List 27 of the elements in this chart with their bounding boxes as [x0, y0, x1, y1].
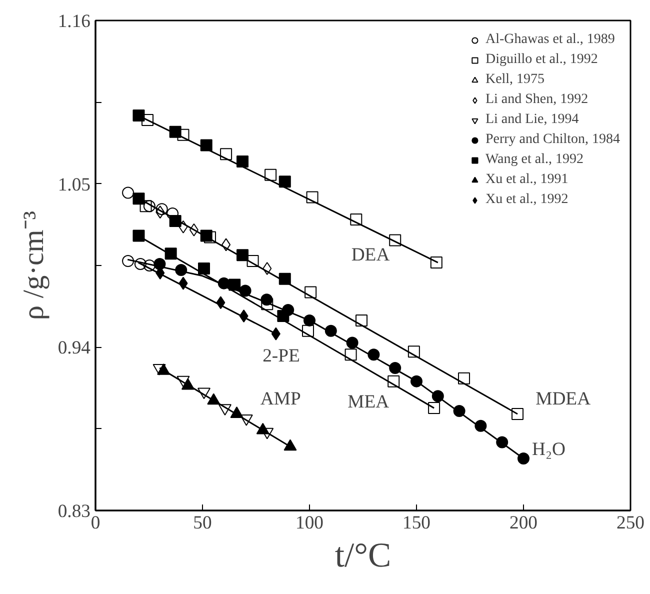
annotation: MEA [348, 392, 390, 413]
annotation: DEA [351, 244, 390, 266]
x-axis-title: t/°C [334, 536, 392, 574]
annotation: H₂O [532, 439, 566, 460]
legend-label: Xu et al., 1991 [485, 172, 568, 188]
y-axis-title: ρ /g·cm⁻³ [18, 210, 50, 320]
x-tick-label: 0 [90, 512, 100, 534]
legend-label: Li and Shen, 1992 [485, 92, 588, 108]
x-tick-label: 100 [296, 512, 324, 534]
y-tick-label: 1.05 [58, 174, 91, 196]
legend-label: Wang et al., 1992 [485, 152, 584, 168]
y-tick-label: 0.83 [58, 501, 91, 522]
y-tick-label: 1.16 [58, 11, 91, 32]
legend-label: Diguillo et al., 1992 [485, 52, 598, 68]
annotation: MDEA [536, 388, 592, 410]
legend-label: Xu et al., 1992 [485, 192, 568, 208]
annotation: 2-PE [262, 346, 300, 367]
x-tick-label: 50 [193, 512, 212, 534]
y-tick-label: 0.94 [58, 338, 92, 359]
x-tick-label: 200 [510, 512, 538, 534]
legend-label: Al-Ghawas et al., 1989 [485, 32, 615, 48]
legend-label: Li and Lie, 1994 [485, 112, 579, 128]
x-tick-label: 250 [616, 512, 644, 534]
legend-label: Perry and Chilton, 1984 [485, 132, 620, 148]
annotation: AMP [260, 388, 301, 410]
legend-label: Kell, 1975 [485, 72, 545, 88]
x-tick-label: 150 [402, 512, 430, 534]
